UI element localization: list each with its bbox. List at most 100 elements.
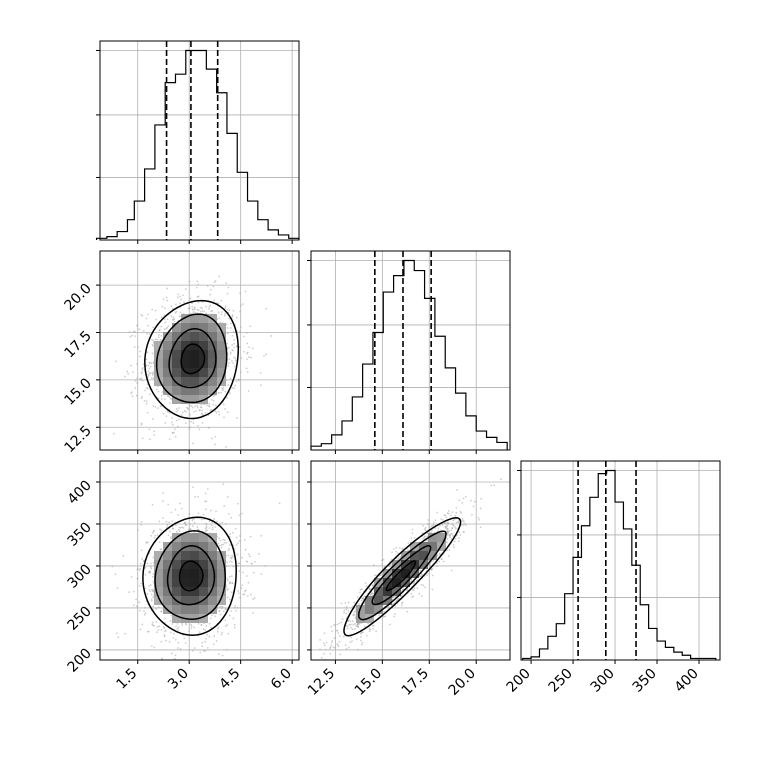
scatter-point [165, 520, 168, 523]
density-cell [365, 596, 374, 605]
scatter-point [432, 559, 435, 562]
density-cell [181, 377, 190, 386]
scatter-point [156, 626, 159, 628]
scatter-point [360, 643, 363, 646]
scatter-point [426, 535, 429, 538]
scatter-point [234, 604, 237, 607]
density-cell [154, 578, 163, 587]
scatter-point [141, 395, 143, 398]
scatter-point [146, 387, 149, 390]
scatter-point [142, 367, 144, 369]
scatter-point [140, 423, 143, 426]
scatter-point [153, 434, 156, 436]
density-cell [181, 314, 190, 323]
scatter-point [213, 394, 216, 397]
scatter-point [407, 542, 410, 545]
scatter-point [452, 546, 455, 549]
scatter-point [150, 588, 153, 591]
scatter-point [149, 566, 152, 568]
scatter-point [226, 496, 229, 498]
scatter-point [436, 565, 438, 568]
scatter-point [420, 583, 423, 586]
scatter-point [397, 552, 399, 555]
density-cell [410, 542, 419, 551]
scatter-point [238, 514, 241, 517]
param3-vs-param1-contour-0 [178, 560, 204, 592]
scatter-point [130, 392, 132, 395]
scatter-point [224, 307, 226, 310]
scatter-point [435, 562, 438, 565]
scatter-point [149, 562, 152, 565]
scatter-point [188, 280, 191, 283]
scatter-point [410, 536, 413, 539]
scatter-point [228, 358, 231, 361]
scatter-point [233, 342, 236, 345]
scatter-point [191, 519, 194, 522]
scatter-point [201, 307, 203, 310]
scatter-point [204, 531, 207, 533]
density-cell [217, 368, 226, 377]
scatter-point [240, 512, 243, 515]
scatter-point [219, 321, 222, 324]
scatter-point [232, 617, 235, 620]
scatter-point [252, 571, 255, 574]
density-cell [428, 533, 437, 542]
scatter-point [224, 619, 227, 622]
density-cell [374, 587, 383, 596]
param2-vs-param1-contour-3 [144, 299, 240, 420]
scatter-point [339, 653, 342, 656]
scatter-point [208, 402, 211, 405]
scatter-point [150, 362, 153, 364]
scatter-point [210, 524, 213, 526]
scatter-point [394, 613, 396, 615]
scatter-point [133, 346, 136, 348]
scatter-point [167, 325, 170, 327]
scatter-point [431, 529, 433, 532]
scatter-point [150, 599, 153, 602]
scatter-point [458, 537, 460, 540]
scatter-point [319, 648, 321, 651]
scatter-point [233, 346, 236, 349]
scatter-point [212, 643, 215, 646]
scatter-point [458, 531, 461, 534]
scatter-point [243, 593, 246, 596]
scatter-point [142, 560, 145, 562]
param2-vs-param1-frame [99, 250, 300, 451]
scatter-point [190, 623, 192, 626]
scatter-point [173, 320, 176, 323]
scatter-point [248, 346, 251, 349]
scatter-point [173, 318, 176, 321]
density-cell [172, 386, 181, 395]
scatter-point [219, 522, 222, 525]
scatter-point [222, 386, 225, 389]
scatter-point [391, 551, 393, 554]
scatter-point [136, 363, 139, 365]
param2-vs-param1-ytick-label-1: 15.0 [61, 375, 94, 408]
scatter-point [174, 435, 177, 438]
scatter-point [197, 301, 200, 304]
scatter-point [351, 628, 354, 631]
scatter-point [223, 541, 226, 544]
scatter-point [162, 625, 165, 628]
scatter-point [225, 607, 228, 610]
scatter-point [154, 406, 157, 408]
scatter-point [320, 657, 323, 659]
scatter-point [233, 606, 236, 609]
scatter-point [353, 601, 355, 604]
scatter-point [208, 527, 211, 529]
scatter-point [224, 312, 226, 315]
density-cell [172, 350, 181, 359]
scatter-point [177, 418, 180, 421]
param3-vs-param1-ytick-label-2: 300 [65, 561, 95, 591]
scatter-point [130, 575, 133, 578]
scatter-point [237, 589, 239, 592]
density-cell [392, 569, 401, 578]
scatter-point [250, 562, 253, 565]
scatter-point [193, 521, 196, 524]
scatter-point [323, 642, 325, 645]
scatter-point [177, 641, 180, 644]
scatter-point [193, 307, 196, 309]
scatter-point [190, 627, 193, 630]
scatter-point [165, 327, 168, 330]
scatter-point [128, 331, 131, 333]
